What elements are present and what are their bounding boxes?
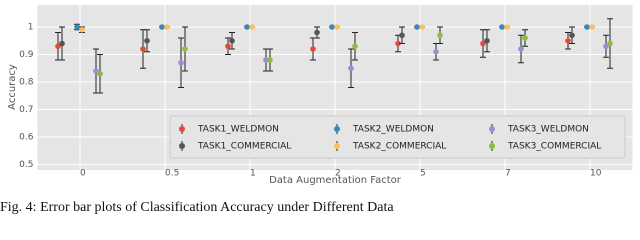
series <box>79 24 595 33</box>
point <box>229 37 235 44</box>
point <box>334 24 340 30</box>
point <box>414 24 420 30</box>
x-tick-label: 1 <box>250 169 256 179</box>
legend-marker <box>489 143 495 149</box>
point <box>225 43 231 50</box>
point <box>499 24 505 30</box>
point <box>484 37 490 44</box>
x-tick-label: 0 <box>80 169 86 179</box>
point <box>263 57 269 63</box>
point <box>249 24 255 30</box>
point <box>182 46 188 52</box>
point <box>419 24 425 30</box>
x-axis-label: Data Augmentation Factor <box>269 175 402 186</box>
point <box>314 29 320 36</box>
y-axis-label: Accuracy <box>7 64 18 110</box>
legend-label: TASK3_WELDMON <box>507 125 589 135</box>
chart: Accuracy Data Augmentation Factor Fig. 4… <box>0 5 633 215</box>
legend-marker <box>334 126 340 132</box>
point <box>399 32 405 39</box>
y-tick-label: 0.7 <box>19 105 33 115</box>
x-tick-label: 5 <box>420 169 426 179</box>
point <box>522 35 528 41</box>
x-tick-label: 2 <box>335 169 341 179</box>
point <box>480 40 486 47</box>
point <box>348 65 354 72</box>
point <box>565 37 571 44</box>
legend-marker <box>179 143 185 149</box>
legend-label: TASK2_COMMERCIAL <box>352 142 446 152</box>
legend: TASK1_WELDMON TASK1_COMMERCIAL TASK2_WELDM… <box>169 115 626 159</box>
point <box>589 24 595 30</box>
point <box>97 70 103 77</box>
point <box>352 43 358 50</box>
legend-marker <box>334 143 340 149</box>
legend-label: TASK3_COMMERCIAL <box>507 142 601 152</box>
point <box>79 26 85 33</box>
series <box>97 18 613 94</box>
x-tick-label: 10 <box>590 169 602 179</box>
point <box>93 68 99 74</box>
point <box>178 59 184 66</box>
point <box>518 46 524 52</box>
point <box>395 40 401 47</box>
y-tick-label: 0.6 <box>19 133 34 143</box>
point <box>504 24 510 30</box>
point <box>433 48 439 55</box>
legend-label: TASK2_WELDMON <box>352 125 434 135</box>
point <box>74 24 80 30</box>
legend-marker <box>489 126 495 132</box>
x-tick-label: 7 <box>505 169 511 179</box>
point <box>607 40 613 47</box>
point <box>164 24 170 30</box>
series <box>59 26 575 61</box>
point <box>144 37 150 44</box>
x-tick-label: 0.5 <box>165 169 179 179</box>
point <box>55 43 61 50</box>
legend-marker <box>179 126 185 132</box>
legend-label: TASK1_WELDMON <box>197 125 279 135</box>
point <box>244 24 250 30</box>
point <box>437 32 443 39</box>
point <box>329 24 335 30</box>
legend-label: TASK1_COMMERCIAL <box>197 142 291 152</box>
point <box>267 57 273 63</box>
y-tick-label: 0.8 <box>19 78 34 88</box>
point <box>310 46 316 52</box>
point <box>140 46 146 52</box>
point <box>584 24 590 30</box>
legend-box <box>169 115 626 159</box>
point <box>59 40 65 47</box>
point <box>159 24 165 30</box>
y-tick-label: 1 <box>28 23 34 33</box>
point <box>569 32 575 39</box>
y-tick-label: 0.5 <box>19 160 33 170</box>
series <box>74 23 590 31</box>
point <box>603 43 609 50</box>
caption: Fig. 4: Error bar plots of Classificatio… <box>0 200 394 215</box>
y-tick-label: 0.9 <box>19 50 34 60</box>
